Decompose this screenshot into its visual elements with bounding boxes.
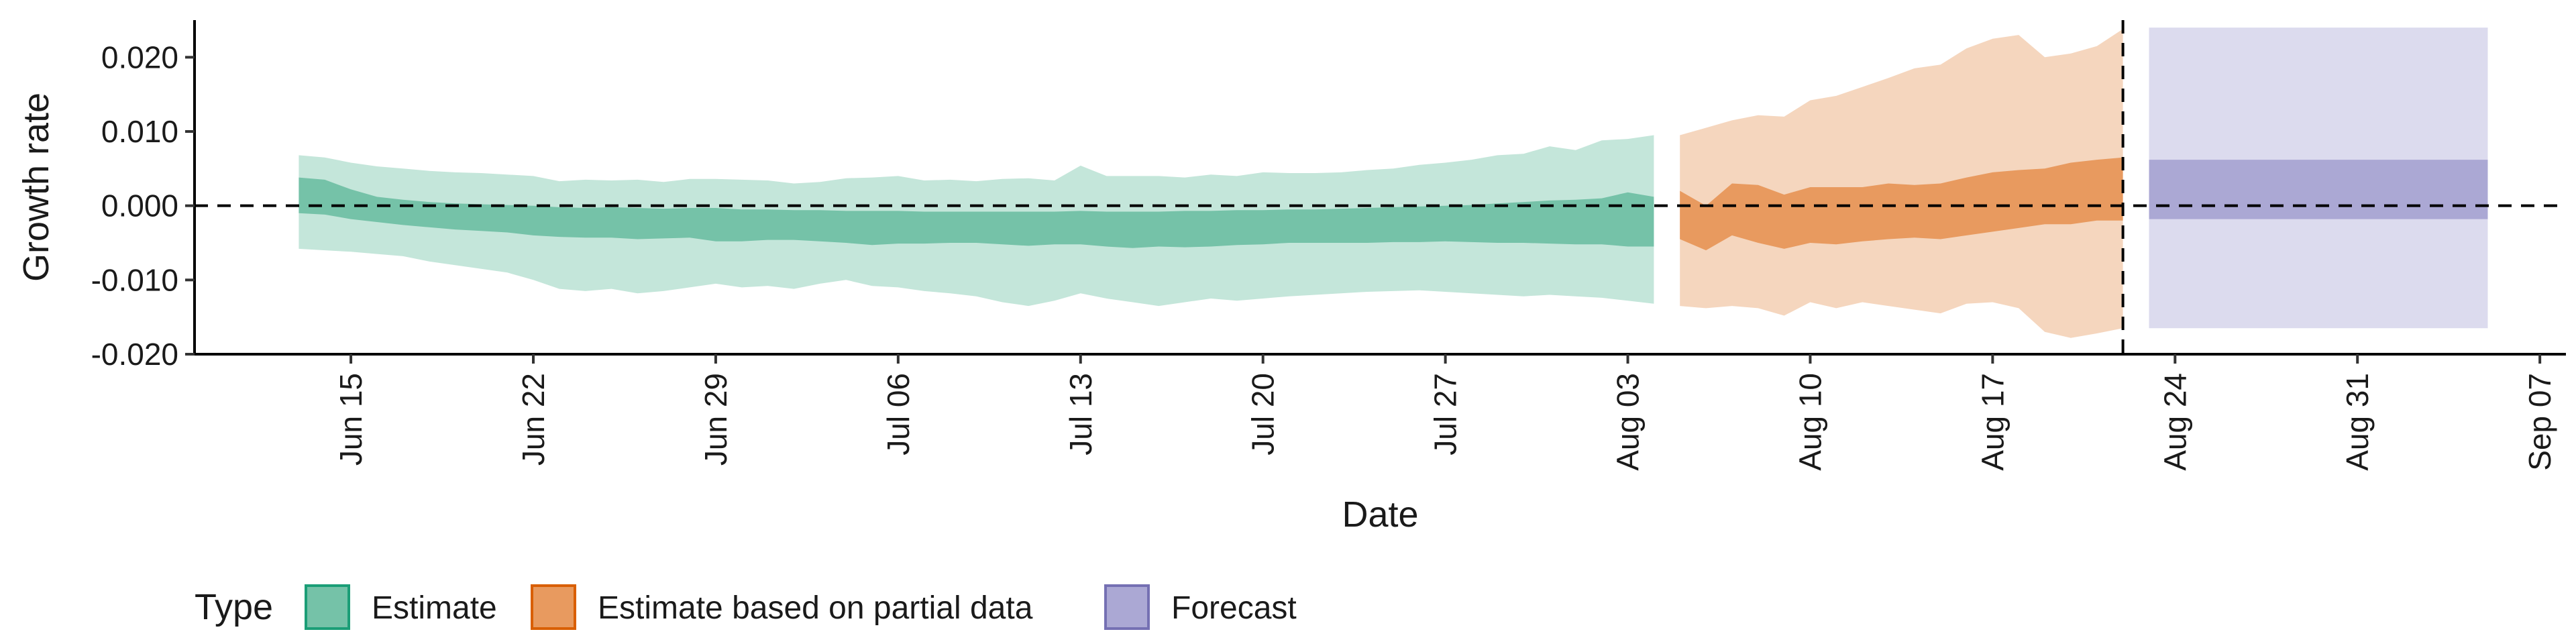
axes: -0.020 -0.010 0.000 0.010 0.020 Jun 15 Jun 22 J… [16,20,2566,535]
x-tick-label: Aug 17 [1975,373,2010,471]
legend-title: Type [195,587,273,627]
y-tick-label: 0.010 [101,114,178,149]
x-tick-label: Jun 15 [333,373,368,466]
x-tick-label: Aug 03 [1611,373,1646,471]
x-tick-label: Jul 27 [1428,373,1463,455]
x-tick-label: Jun 22 [516,373,551,466]
legend-key-0 [305,584,350,630]
x-tick-label: Jun 29 [698,373,733,466]
inner-band-1 [1680,157,2123,251]
x-tick-label: Jul 20 [1246,373,1281,455]
series-0 [299,135,1654,307]
series-2 [2149,28,2488,329]
x-tick-label: Jul 13 [1063,373,1098,455]
x-tick-label: Sep 07 [2522,373,2557,471]
x-tick-label: Aug 31 [2340,373,2375,471]
y-axis-title: Growth rate [16,93,56,282]
y-tick-label: 0.020 [101,40,178,74]
y-tick-label: 0.000 [101,189,178,223]
legend-label-2: Forecast [1171,590,1297,626]
ribbon-bands [299,28,2488,338]
legend: Type Estimate Estimate based on partial da… [195,584,1297,630]
legend-label-0: Estimate [372,590,497,626]
legend-key-2 [1104,584,1150,630]
x-axis-title: Date [1342,494,1418,535]
legend-label-1: Estimate based on partial data [598,590,1033,626]
x-tick-label: Aug 24 [2157,373,2192,471]
legend-key-1 [531,584,576,630]
x-tick-label: Aug 10 [1792,373,1827,471]
x-tick-label: Jul 06 [881,373,916,455]
y-tick-label: -0.020 [91,337,178,372]
series-1 [1680,29,2123,338]
inner-band-0 [299,177,1654,248]
inner-band-2 [2149,160,2488,219]
y-tick-label: -0.010 [91,262,178,297]
outer-band-1 [1680,29,2123,338]
reference-lines [195,20,2566,354]
